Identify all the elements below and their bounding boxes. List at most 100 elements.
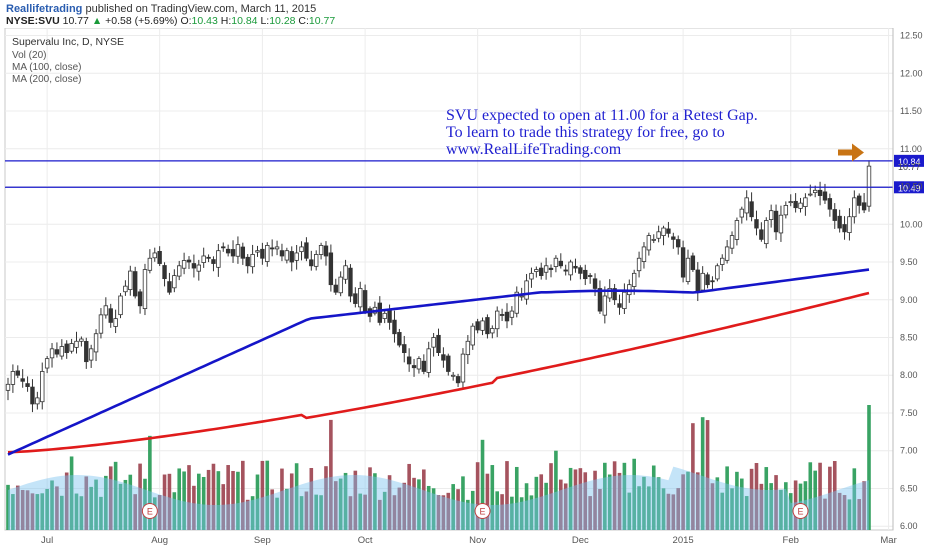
candle-body <box>475 321 480 331</box>
candle-body <box>313 254 319 267</box>
volume-bar <box>50 480 54 530</box>
volume-bar <box>534 476 539 530</box>
candle-body <box>837 215 842 229</box>
candle-body <box>651 238 656 241</box>
change-value: +0.58 (+5.69%) <box>105 15 178 27</box>
candle-body <box>450 374 456 377</box>
candle-body <box>631 272 637 287</box>
quote-line: NYSE:SVU 10.77 ▲ +0.58 (+5.69%) O:10.43 … <box>6 15 335 27</box>
candle-body <box>333 284 338 293</box>
volume-bar <box>627 492 632 530</box>
volume-bar <box>79 496 84 530</box>
plot-area <box>4 28 894 531</box>
candle-body <box>734 220 740 240</box>
candle-body <box>661 227 666 236</box>
x-tick-label: Nov <box>469 535 486 546</box>
volume-bar <box>622 462 627 530</box>
legend-ma100: MA (100, close) <box>12 62 82 73</box>
candle-body <box>40 371 45 403</box>
candle-body <box>798 202 803 209</box>
candle-body <box>201 255 206 263</box>
volume-bar <box>422 469 426 530</box>
volume-bar <box>216 471 221 530</box>
candle-body <box>142 269 148 310</box>
volume-bar <box>236 471 240 530</box>
volume-bar <box>108 466 113 530</box>
volume-bar <box>133 494 137 530</box>
candle-body <box>147 257 153 271</box>
candle-body <box>411 365 417 369</box>
level-badge <box>894 154 924 167</box>
volume-bar <box>705 420 710 530</box>
volume-bar <box>539 474 544 530</box>
volume-bar <box>206 469 211 530</box>
annotation-link[interactable]: www.RealLifeTrading.com <box>446 141 622 158</box>
volume-bar <box>436 495 441 530</box>
candle-body <box>470 325 475 346</box>
volume-bar <box>35 494 40 530</box>
volume-bar <box>211 463 216 530</box>
volume-bar <box>329 419 333 530</box>
change-up-icon: ▲ <box>91 15 103 27</box>
volume-bar <box>118 483 123 530</box>
candle-body <box>348 267 353 297</box>
candle-body <box>44 358 50 369</box>
candle-body <box>622 291 627 310</box>
candle-body <box>563 269 568 272</box>
candle-body <box>387 309 392 323</box>
author-link[interactable]: Reallifetrading <box>6 3 83 15</box>
candle-body <box>602 295 608 316</box>
volume-bar <box>30 493 35 530</box>
close-value: 10.77 <box>308 15 336 27</box>
y-tick-label: 10.50 <box>900 182 923 192</box>
volume-bar <box>431 488 436 530</box>
volume-bar <box>392 495 397 530</box>
high-value: 10.84 <box>231 15 258 27</box>
chart-axes: 10.77 12.50 12.00 11.50 11.00 10.50 10.00 9.50 9… <box>41 28 923 546</box>
volume-bar <box>275 497 279 530</box>
volume-bar <box>495 491 500 530</box>
candle-body <box>495 310 500 330</box>
y-tick-label: 9.00 <box>900 295 918 305</box>
x-tick-label: Jul <box>41 535 53 546</box>
candle-body <box>587 275 593 277</box>
volume-ma-area <box>8 466 869 530</box>
candle-body <box>832 209 837 221</box>
candle-body <box>255 250 260 253</box>
candle-body <box>304 242 309 259</box>
candle-body <box>866 165 872 207</box>
volume-bar <box>867 405 871 530</box>
candle-body <box>54 349 60 355</box>
volume-bar <box>382 491 387 530</box>
candle-body <box>382 312 387 319</box>
volume-bar <box>784 482 788 530</box>
candle-body <box>93 333 99 353</box>
y-tick-label: 11.50 <box>900 106 922 116</box>
volume-bar <box>201 476 206 530</box>
candle-body <box>499 314 505 316</box>
candle-body <box>764 220 769 245</box>
volume-bar <box>754 463 759 530</box>
volume-bar <box>123 479 128 530</box>
candle-body <box>284 250 290 261</box>
volume-bar <box>177 468 182 530</box>
volume-bar <box>749 468 754 530</box>
volume-bar <box>64 472 69 530</box>
candle-body <box>269 247 275 250</box>
candle-body <box>309 259 314 267</box>
volume-bar <box>113 461 118 530</box>
candle-body <box>739 208 745 218</box>
legend-ma200: MA (200, close) <box>12 74 82 85</box>
volume-bar <box>470 490 475 530</box>
volume-bar <box>250 496 255 530</box>
volume-bar <box>661 488 666 530</box>
candle-body <box>377 302 382 323</box>
candle-body <box>646 235 652 251</box>
price-chart[interactable]: 10.84 10.49 10.77 12.50 12.00 11.50 11.00 10.5… <box>0 28 932 550</box>
candle-body <box>778 214 784 234</box>
low-value: 10.28 <box>269 15 296 27</box>
volume-bar <box>265 460 270 530</box>
candle-body <box>294 252 299 261</box>
y-tick-label: 7.50 <box>900 408 918 418</box>
candle-body <box>460 353 466 383</box>
